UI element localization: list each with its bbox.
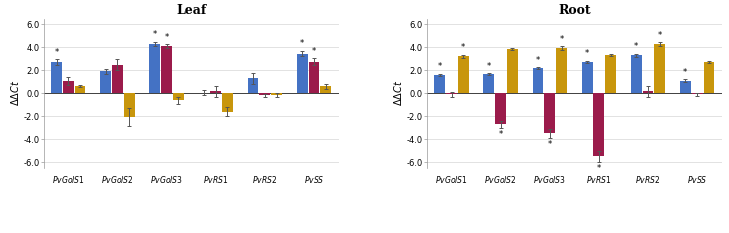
Bar [680,81,691,93]
Text: *: * [658,31,662,40]
Bar [495,93,506,124]
Text: *: * [585,49,589,58]
Bar [434,75,445,93]
Bar [63,81,74,93]
Bar [124,93,135,117]
Bar [74,86,85,93]
Y-axis label: $\it{\Delta\Delta Ct}$: $\it{\Delta\Delta Ct}$ [391,80,404,106]
Bar [308,62,319,93]
Text: *: * [461,44,465,52]
Bar [703,62,714,93]
Bar [173,93,184,100]
Text: *: * [547,140,552,149]
Text: *: * [559,35,564,44]
Text: *: * [165,33,168,42]
Bar [655,44,665,93]
Text: *: * [55,48,58,57]
Y-axis label: $\it{\Delta\Delta Ct}$: $\it{\Delta\Delta Ct}$ [9,80,20,106]
Bar [643,92,653,93]
Text: *: * [487,62,491,71]
Text: *: * [152,30,157,39]
Bar [533,68,543,93]
Text: *: * [597,164,601,173]
Bar [631,55,642,93]
Bar [51,62,62,93]
Bar [320,86,331,93]
Title: Root: Root [558,4,590,17]
Bar [222,93,233,112]
Text: *: * [536,55,540,65]
Bar [271,93,282,95]
Bar [582,62,593,93]
Bar [260,93,270,96]
Text: *: * [634,42,639,51]
Bar [100,71,111,93]
Text: *: * [437,62,442,71]
Bar [692,93,703,94]
Text: *: * [683,68,687,77]
Bar [297,54,308,93]
Bar [593,93,604,156]
Bar [458,56,469,93]
Bar [605,55,616,93]
Text: *: * [300,39,304,48]
Title: Leaf: Leaf [176,4,206,17]
Text: *: * [499,130,503,139]
Bar [483,74,494,93]
Bar [507,49,518,93]
Bar [545,93,555,133]
Text: *: * [312,47,316,56]
Bar [248,78,258,93]
Bar [210,92,221,93]
Bar [149,44,160,93]
Bar [161,46,172,93]
Bar [112,65,122,93]
Bar [446,93,457,94]
Bar [556,48,567,93]
